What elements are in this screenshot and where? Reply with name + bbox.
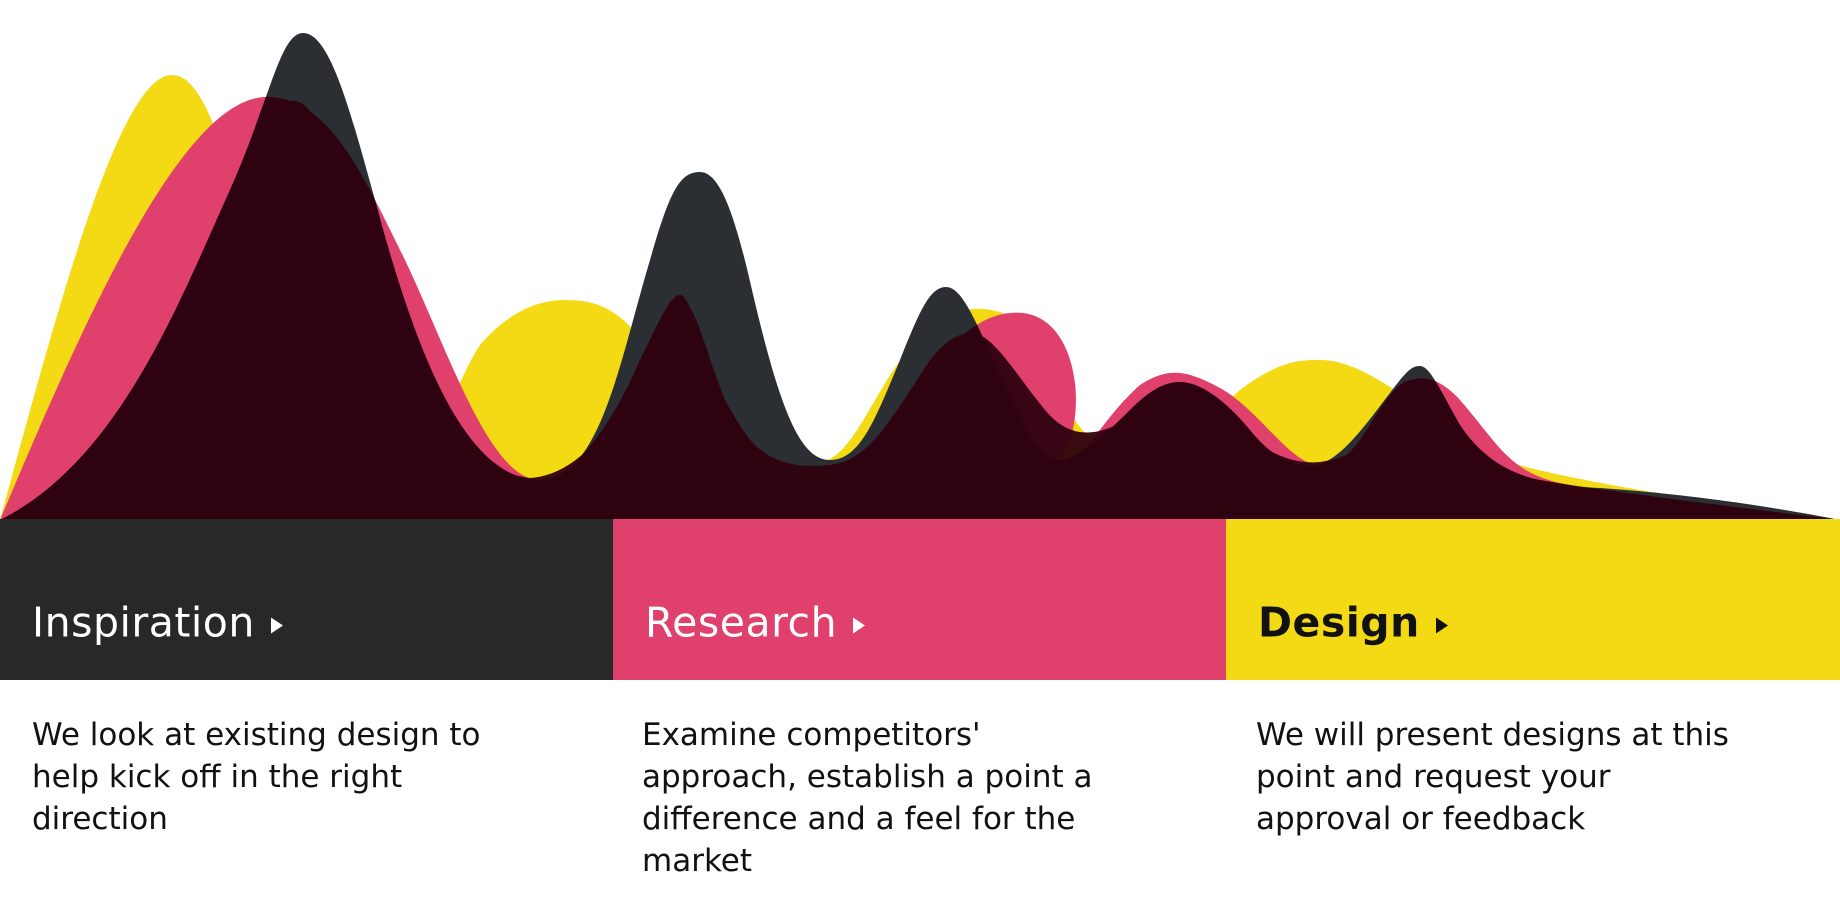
stage-title-inspiration: Inspiration (32, 598, 255, 647)
wave-illustration (0, 33, 1840, 520)
stage-link-inspiration[interactable]: Inspiration (32, 598, 283, 647)
stage-link-design[interactable]: Design (1258, 598, 1448, 647)
play-triangle-icon (270, 617, 283, 633)
stage-panel-research: Research (613, 519, 1226, 680)
stage-description-inspiration: We look at existing design to help kick … (32, 717, 481, 837)
stage-title-design: Design (1258, 598, 1420, 647)
stage-panel-inspiration: Inspiration (0, 519, 613, 680)
stage-link-research[interactable]: Research (645, 598, 866, 647)
stage-description-design: We will present designs at this point an… (1256, 717, 1729, 837)
stage-title-research: Research (645, 598, 838, 647)
stage-description-research: Examine competitors' approach, establish… (642, 717, 1093, 879)
stage-panel-design: Design (1226, 519, 1840, 680)
play-triangle-icon (853, 617, 866, 633)
play-triangle-icon (1435, 617, 1448, 633)
overlap-base (0, 100, 1840, 520)
